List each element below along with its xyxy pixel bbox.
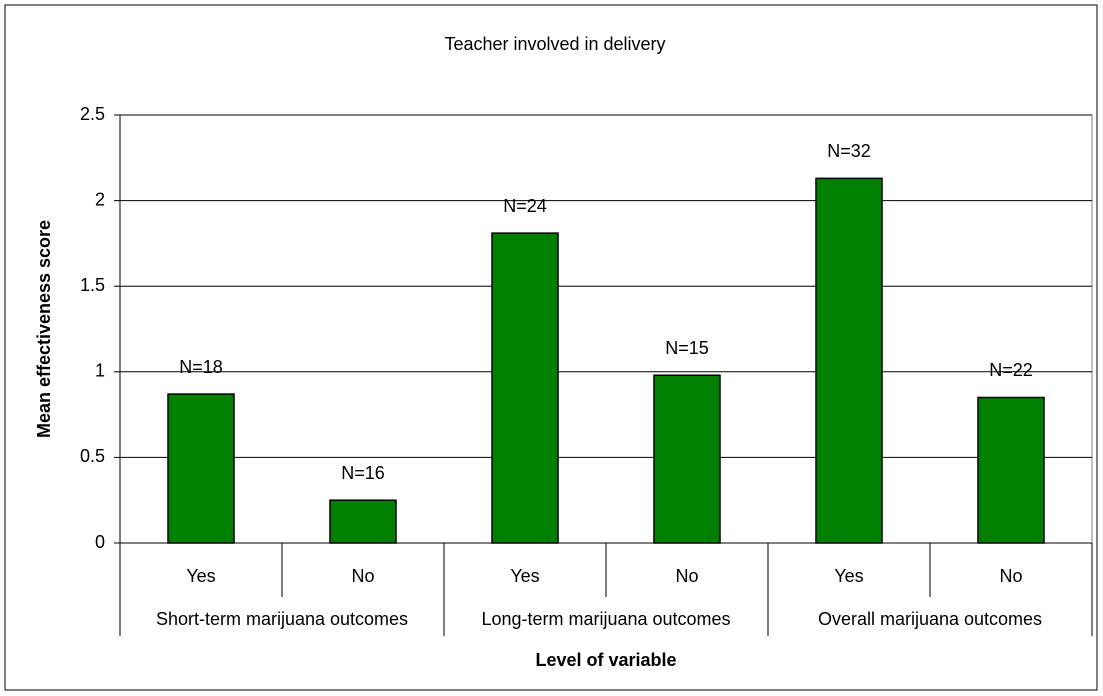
- x-tick-label: Yes: [834, 566, 863, 586]
- bar-annotation: N=18: [179, 357, 223, 377]
- x-tick-label: No: [675, 566, 698, 586]
- group-label: Overall marijuana outcomes: [818, 609, 1042, 629]
- bar-annotation: N=22: [989, 360, 1033, 380]
- x-axis-title: Level of variable: [535, 650, 676, 670]
- x-tick-label: No: [999, 566, 1022, 586]
- bar: [977, 396, 1045, 544]
- y-tick-label: 0: [95, 532, 105, 552]
- bar: [329, 499, 397, 544]
- chart-title: Teacher involved in delivery: [444, 34, 665, 54]
- bar-annotation: N=16: [341, 463, 385, 483]
- bar-annotation: N=15: [665, 338, 709, 358]
- y-tick-label: 2.5: [80, 104, 105, 124]
- y-tick-label: 0.5: [80, 446, 105, 466]
- plot-area: [119, 114, 1093, 544]
- y-tick-label: 1.5: [80, 275, 105, 295]
- x-tick-label: Yes: [510, 566, 539, 586]
- y-axis-title: Mean effectiveness score: [34, 220, 54, 438]
- bar: [815, 177, 883, 544]
- bar: [491, 232, 559, 544]
- x-tick-label: Yes: [186, 566, 215, 586]
- bar: [653, 374, 721, 544]
- group-label: Short-term marijuana outcomes: [156, 609, 408, 629]
- x-tick-label: No: [351, 566, 374, 586]
- bar-annotation: N=32: [827, 141, 871, 161]
- bar: [167, 393, 235, 544]
- y-tick-label: 1: [95, 361, 105, 381]
- y-tick-label: 2: [95, 189, 105, 209]
- bar-annotation: N=24: [503, 196, 547, 216]
- group-label: Long-term marijuana outcomes: [481, 609, 730, 629]
